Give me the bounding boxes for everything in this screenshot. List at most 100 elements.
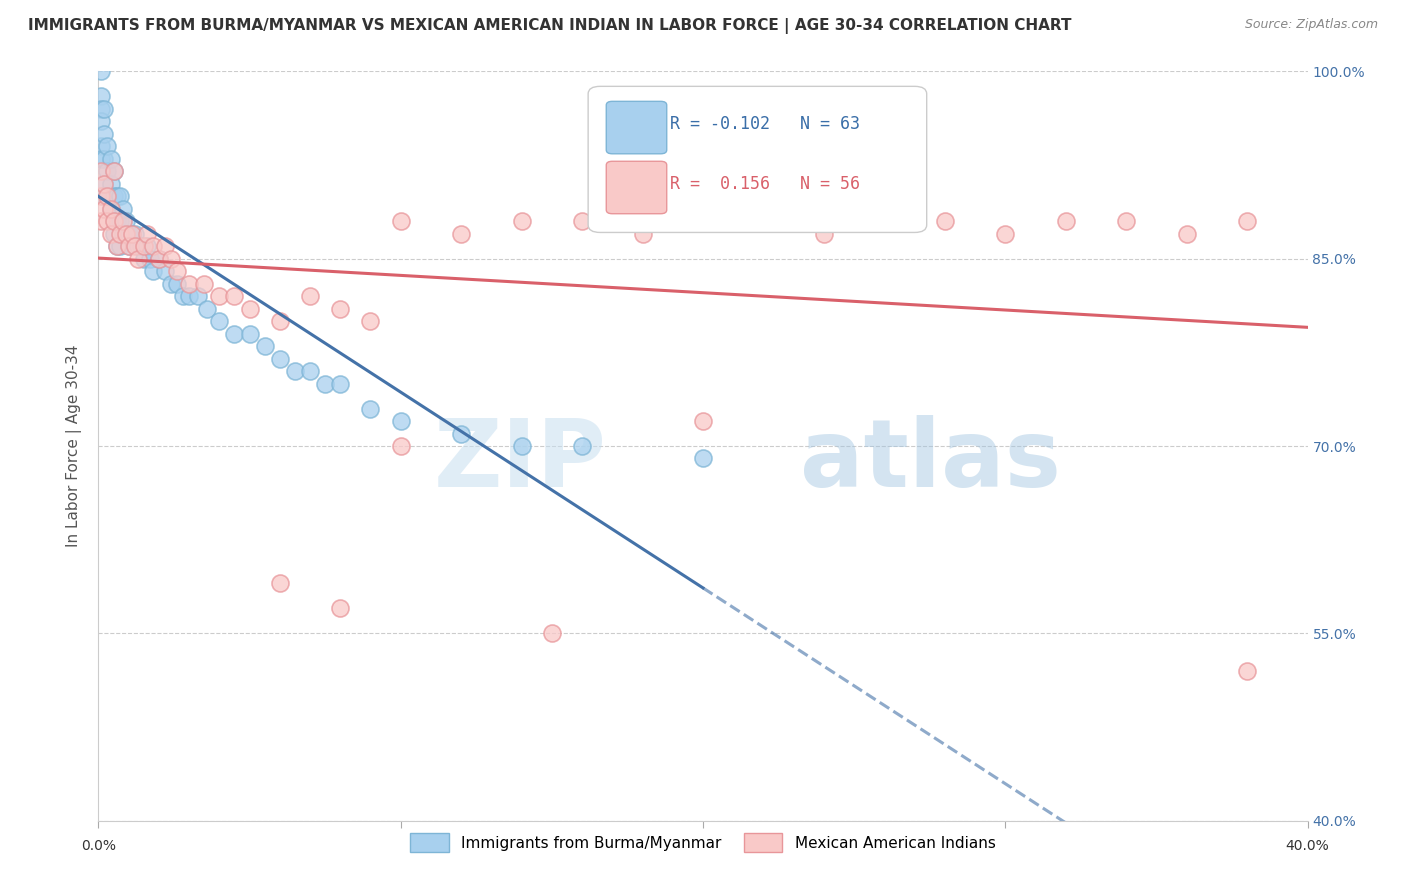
Point bbox=[172, 289, 194, 303]
Point bbox=[93, 202, 115, 216]
Point bbox=[269, 314, 291, 328]
Point bbox=[118, 239, 141, 253]
Point bbox=[224, 289, 246, 303]
Point bbox=[105, 189, 128, 203]
Point bbox=[93, 189, 115, 203]
Point bbox=[153, 239, 176, 253]
Point bbox=[121, 227, 143, 241]
Point bbox=[195, 301, 218, 316]
Point bbox=[135, 239, 157, 253]
Point bbox=[90, 189, 112, 203]
Point bbox=[389, 414, 412, 428]
Point bbox=[132, 239, 155, 253]
Point bbox=[360, 401, 382, 416]
Point bbox=[1175, 227, 1198, 241]
Point bbox=[239, 301, 262, 316]
Point bbox=[142, 264, 165, 278]
Point bbox=[96, 214, 118, 228]
Point bbox=[208, 314, 231, 328]
Point bbox=[100, 227, 122, 241]
Text: Source: ZipAtlas.com: Source: ZipAtlas.com bbox=[1244, 18, 1378, 31]
Point bbox=[90, 164, 112, 178]
Point bbox=[389, 214, 412, 228]
Point bbox=[752, 214, 775, 228]
Point bbox=[90, 152, 112, 166]
Point bbox=[111, 227, 134, 241]
Point bbox=[118, 227, 141, 241]
Point bbox=[148, 252, 170, 266]
Point bbox=[103, 227, 125, 241]
Point bbox=[100, 202, 122, 216]
Text: 40.0%: 40.0% bbox=[1285, 839, 1330, 854]
Point bbox=[269, 576, 291, 591]
Point bbox=[239, 326, 262, 341]
Point bbox=[108, 214, 131, 228]
Text: 0.0%: 0.0% bbox=[82, 839, 115, 854]
Text: R =  0.156   N = 56: R = 0.156 N = 56 bbox=[671, 175, 860, 193]
Point bbox=[571, 439, 593, 453]
Point bbox=[96, 189, 118, 203]
FancyBboxPatch shape bbox=[606, 161, 666, 214]
Point bbox=[124, 227, 146, 241]
Point bbox=[103, 214, 125, 228]
Point bbox=[105, 214, 128, 228]
Point bbox=[105, 239, 128, 253]
Point bbox=[314, 376, 336, 391]
Point bbox=[139, 252, 162, 266]
Point bbox=[510, 439, 533, 453]
Point bbox=[148, 252, 170, 266]
Point bbox=[100, 202, 122, 216]
Point bbox=[299, 364, 322, 378]
Text: R = -0.102   N = 63: R = -0.102 N = 63 bbox=[671, 115, 860, 133]
Point bbox=[510, 214, 533, 228]
Point bbox=[153, 264, 176, 278]
Point bbox=[692, 414, 714, 428]
Point bbox=[873, 214, 896, 228]
Point bbox=[108, 239, 131, 253]
Point bbox=[299, 289, 322, 303]
Point bbox=[114, 214, 136, 228]
Point bbox=[90, 102, 112, 116]
Text: atlas: atlas bbox=[800, 415, 1060, 507]
Point bbox=[813, 227, 835, 241]
Point bbox=[93, 127, 115, 141]
Point bbox=[166, 264, 188, 278]
Point bbox=[253, 339, 276, 353]
Point bbox=[224, 326, 246, 341]
Point bbox=[114, 227, 136, 241]
Point bbox=[111, 214, 134, 228]
Point bbox=[166, 277, 188, 291]
Point bbox=[450, 227, 472, 241]
Point bbox=[142, 239, 165, 253]
Point bbox=[96, 164, 118, 178]
Point bbox=[129, 239, 152, 253]
Point bbox=[1054, 214, 1077, 228]
Point bbox=[103, 164, 125, 178]
Point bbox=[111, 202, 134, 216]
Point bbox=[284, 364, 307, 378]
Point bbox=[90, 139, 112, 153]
Point bbox=[540, 626, 562, 640]
Point bbox=[179, 277, 201, 291]
Point bbox=[96, 189, 118, 203]
Text: IMMIGRANTS FROM BURMA/MYANMAR VS MEXICAN AMERICAN INDIAN IN LABOR FORCE | AGE 30: IMMIGRANTS FROM BURMA/MYANMAR VS MEXICAN… bbox=[28, 18, 1071, 34]
Point bbox=[934, 214, 956, 228]
Point bbox=[93, 152, 115, 166]
FancyBboxPatch shape bbox=[588, 87, 927, 233]
Point bbox=[127, 239, 149, 253]
Point bbox=[100, 177, 122, 191]
Point bbox=[571, 214, 593, 228]
Point bbox=[93, 177, 115, 191]
Point bbox=[193, 277, 215, 291]
Point bbox=[118, 239, 141, 253]
Point bbox=[994, 227, 1017, 241]
Point bbox=[124, 239, 146, 253]
Point bbox=[121, 227, 143, 241]
Point bbox=[692, 451, 714, 466]
Point bbox=[187, 289, 209, 303]
Y-axis label: In Labor Force | Age 30-34: In Labor Force | Age 30-34 bbox=[66, 344, 83, 548]
Point bbox=[1236, 214, 1258, 228]
Point bbox=[103, 164, 125, 178]
Point bbox=[135, 227, 157, 241]
Point bbox=[631, 227, 654, 241]
